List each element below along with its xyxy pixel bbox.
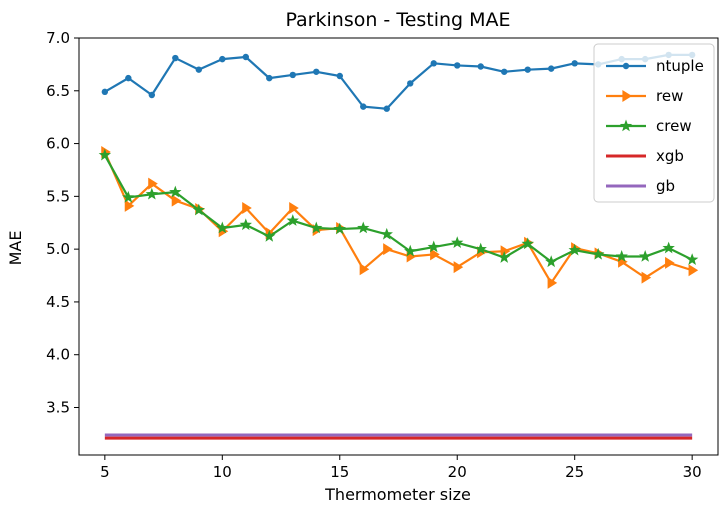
series-crew [98,148,699,268]
data-point [242,201,252,214]
legend-label: crew [656,117,692,135]
y-tick-label: 4.0 [46,346,70,364]
data-point [547,276,558,289]
data-point [451,236,464,249]
data-point [169,185,182,198]
data-point [172,54,179,62]
data-point [239,218,252,231]
data-point [98,148,112,161]
chart-title: Parkinson - Testing MAE [285,9,510,31]
data-point [289,71,296,79]
data-point [592,247,605,260]
data-point [498,251,511,263]
data-point [545,255,558,268]
x-tick-label: 25 [565,463,584,481]
data-point [688,264,699,277]
data-point [380,227,393,240]
data-point [313,68,320,75]
x-tick-label: 20 [448,463,467,481]
x-tick-label: 5 [100,463,110,481]
plot-frame [78,37,719,456]
data-point [665,256,675,269]
data-point [477,63,484,70]
x-axis-label: Thermometer size [324,485,471,504]
data-point [615,250,628,262]
data-point [430,60,437,67]
legend-item-xgb: xgb [606,147,684,165]
data-point [171,194,182,207]
y-tick-label: 5.5 [46,187,70,205]
data-point [360,103,367,110]
data-point [619,119,633,132]
y-tick-label: 4.5 [46,293,70,311]
data-point [125,74,132,82]
data-point [148,177,158,190]
data-point [336,72,343,80]
data-point [148,91,156,99]
data-point [333,222,346,235]
data-point [359,263,370,276]
legend-label: xgb [656,147,684,165]
data-point [548,65,555,72]
data-point [310,221,323,234]
y-tick-label: 6.0 [46,135,70,153]
data-point [454,62,461,69]
legend-label: rew [656,87,683,105]
data-point [622,62,630,70]
y-axis-label: MAE [6,231,25,266]
data-point [286,214,299,226]
legend-item-gb: gb [606,177,675,195]
data-point [521,237,534,250]
data-point [263,229,276,242]
data-point [430,248,440,261]
data-point [219,55,226,63]
data-point [122,190,135,203]
y-tick-label: 7.0 [46,29,70,47]
y-tick-label: 5.0 [46,240,70,258]
data-point [453,261,464,274]
y-tick-label: 6.5 [46,82,70,100]
data-point [192,203,205,216]
legend-box [593,43,715,203]
data-point [622,90,632,102]
data-point [662,241,675,254]
data-point [641,271,652,284]
data-point [145,187,159,200]
data-point [568,243,581,256]
legend: ntuple rew crew xgb gb [593,43,715,203]
legend-item-rew: rew [606,87,683,105]
data-point [216,221,229,234]
data-point [638,250,652,262]
data-point [266,74,273,82]
x-tick-label: 15 [330,463,349,481]
data-point [427,240,440,253]
data-point [242,53,249,61]
y-tick-label: 3.5 [46,398,70,416]
legend-label: gb [656,177,675,195]
data-point [383,243,393,256]
data-point [474,242,487,255]
x-tick-label: 10 [213,463,232,481]
legend-item-crew: crew [606,117,692,135]
data-point [500,245,511,258]
data-point [685,253,699,265]
data-point [407,80,414,87]
legend-label: ntuple [656,57,704,75]
data-point [124,199,135,212]
data-point [404,244,417,257]
data-point [571,60,578,67]
data-point [101,88,109,96]
data-point [501,68,508,75]
data-point [195,66,203,73]
x-tick-label: 30 [683,463,702,481]
legend-item-ntuple: ntuple [606,57,704,75]
plot-area: 5 10 15 20 25 30 3.5 4.0 4.5 5.0 5.5 6.0 6.5 7.0 ntupl… [46,29,719,481]
data-point [383,105,390,112]
data-point [289,201,299,214]
data-point [357,221,370,234]
data-point [524,66,531,73]
